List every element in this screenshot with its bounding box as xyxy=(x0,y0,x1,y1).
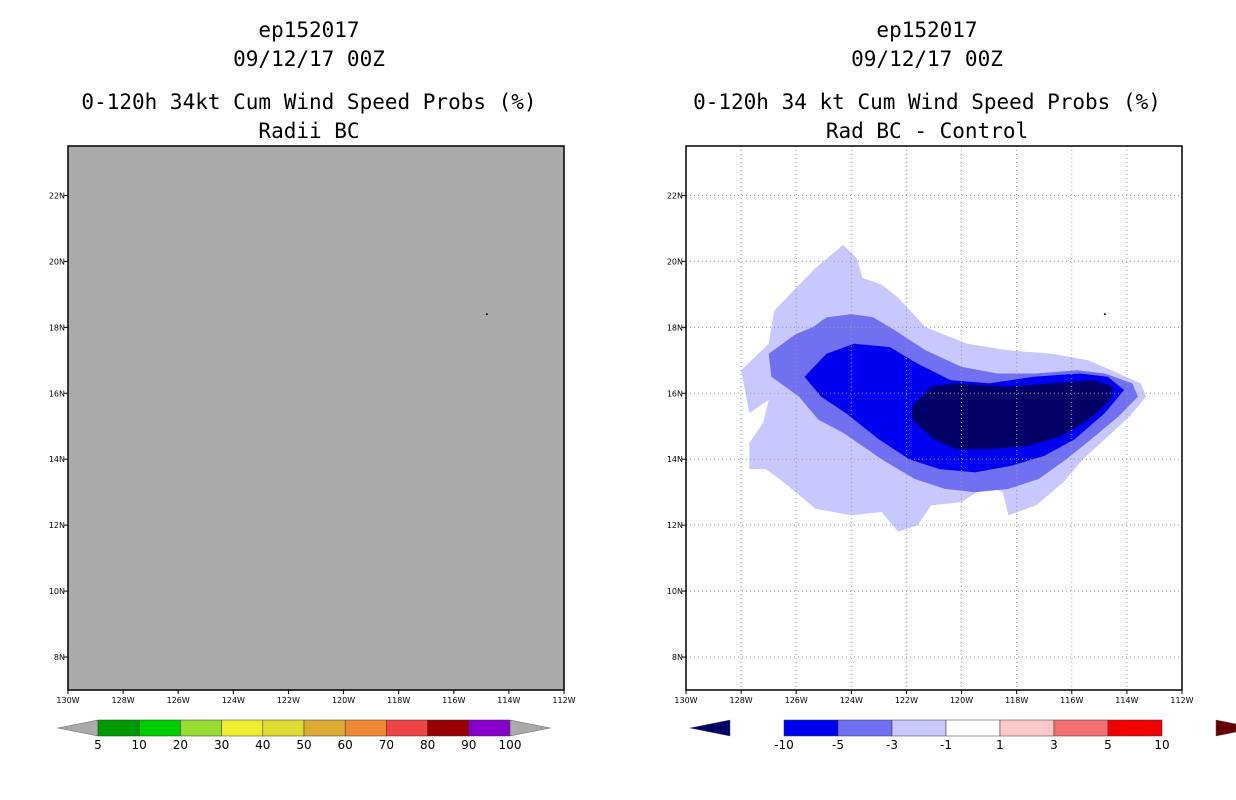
left-title-storm: ep152017 xyxy=(258,18,360,42)
left-island-marker xyxy=(485,313,488,316)
left-ytick-label: 18N xyxy=(49,323,65,332)
right-title-date: 09/12/17 00Z xyxy=(851,47,1003,71)
right-colorbar-label: 3 xyxy=(1050,738,1058,752)
right-colorbar-cell xyxy=(783,719,839,737)
left-colorbar-label: 30 xyxy=(214,738,229,752)
left-colorbar-cell xyxy=(180,719,222,737)
right-xtick-label: 124W xyxy=(840,696,863,705)
left-colorbar-label: 90 xyxy=(461,738,476,752)
right-colorbar-arrow-high xyxy=(1215,719,1236,737)
left-colorbar-label: 60 xyxy=(338,738,353,752)
left-colorbar-cell xyxy=(303,719,346,737)
right-xtick-label: 126W xyxy=(785,696,808,705)
left-xtick-label: 114W xyxy=(497,696,520,705)
left-xtick-label: 124W xyxy=(222,696,245,705)
right-xtick-label: 112W xyxy=(1170,696,1193,705)
right-colorbar-label: -5 xyxy=(832,738,844,752)
left-colorbar-cell xyxy=(97,719,140,737)
left-xtick-label: 112W xyxy=(552,696,575,705)
left-ytick-label: 20N xyxy=(49,257,65,266)
right-colorbar-label: -3 xyxy=(886,738,898,752)
left-colorbar-cell xyxy=(468,719,511,737)
left-map: 130W 128W 126W 124W 122W 120W 118W 116W 114W 112W… xyxy=(49,145,576,752)
right-colorbar-arrow-low xyxy=(689,719,731,737)
left-map-frame xyxy=(67,145,565,691)
right-ytick-label: 18N xyxy=(667,323,683,332)
left-panel: ep152017 09/12/17 00Z 0-120h 34kt Cum Wi… xyxy=(49,18,576,752)
left-colorbar-label: 100 xyxy=(499,738,522,752)
left-title-sub: Radii BC xyxy=(258,119,360,143)
right-xtick-label: 122W xyxy=(895,696,918,705)
left-colorbar-cell xyxy=(427,719,470,737)
right-ytick-label: 12N xyxy=(667,521,683,530)
left-colorbar-cell xyxy=(344,719,387,737)
left-xtick-label: 122W xyxy=(277,696,300,705)
left-colorbar-cell xyxy=(262,719,305,737)
left-colorbar-label: 80 xyxy=(420,738,435,752)
right-island-marker xyxy=(1103,313,1106,316)
right-colorbar-label: 5 xyxy=(1104,738,1112,752)
right-ytick-label: 20N xyxy=(667,257,683,266)
left-xtick-label: 130W xyxy=(56,696,79,705)
left-xtick-label: 128W xyxy=(112,696,135,705)
left-colorbar-arrow-low xyxy=(57,719,99,737)
left-map-fill xyxy=(68,146,564,690)
left-ytick-label: 14N xyxy=(49,455,65,464)
left-colorbar-label: 40 xyxy=(255,738,270,752)
right-colorbar-label: 10 xyxy=(1154,738,1169,752)
right-ytick-label: 14N xyxy=(667,455,683,464)
left-ytick-label: 8N xyxy=(54,653,65,662)
left-colorbar-label: 20 xyxy=(173,738,188,752)
right-colorbar-label: 1 xyxy=(996,738,1004,752)
right-colorbar-cell xyxy=(1053,719,1109,737)
right-title-product: 0-120h 34 kt Cum Wind Speed Probs (%) xyxy=(693,90,1161,114)
left-xtick-label: 116W xyxy=(442,696,465,705)
right-xtick-label: 114W xyxy=(1115,696,1138,705)
right-ytick-label: 22N xyxy=(667,191,683,200)
left-colorbar-label: 70 xyxy=(379,738,394,752)
right-ytick-label: 10N xyxy=(667,587,683,596)
right-map: 130W 128W 126W 124W 122W 120W 118W 116W 114W 112W… xyxy=(667,145,1236,752)
right-map-frame xyxy=(685,145,1183,691)
left-colorbar-arrow-high xyxy=(509,719,551,737)
right-panel: ep152017 09/12/17 00Z 0-120h 34 kt Cum W… xyxy=(618,0,1236,800)
left-title-product: 0-120h 34kt Cum Wind Speed Probs (%) xyxy=(81,90,537,114)
right-ytick-label: 8N xyxy=(672,653,683,662)
right-colorbar-label: -1 xyxy=(940,738,952,752)
right-xtick-label: 128W xyxy=(730,696,753,705)
right-contour-minus10 xyxy=(912,380,1114,450)
right-colorbar-cell xyxy=(837,719,893,737)
right-colorbar-cell xyxy=(945,719,1001,737)
left-ytick-label: 10N xyxy=(49,587,65,596)
left-xtick-label: 126W xyxy=(167,696,190,705)
right-colorbar-cell xyxy=(999,719,1055,737)
right-title-sub: Rad BC - Control xyxy=(825,119,1029,143)
right-ytick-label: 16N xyxy=(667,389,683,398)
left-colorbar-label: 5 xyxy=(94,738,102,752)
left-colorbar-cell xyxy=(221,719,264,737)
right-xtick-label: 130W xyxy=(674,696,697,705)
right-colorbar-label: -10 xyxy=(774,738,794,752)
right-xtick-label: 116W xyxy=(1060,696,1083,705)
right-xtick-label: 120W xyxy=(950,696,973,705)
right-colorbar-cell xyxy=(891,719,947,737)
right-colorbar-cell xyxy=(1107,719,1163,737)
left-ytick-label: 12N xyxy=(49,521,65,530)
left-ytick-label: 16N xyxy=(49,389,65,398)
right-xtick-label: 118W xyxy=(1005,696,1028,705)
left-ytick-label: 22N xyxy=(49,191,65,200)
left-colorbar-cell xyxy=(138,719,181,737)
left-colorbar-label: 10 xyxy=(132,738,147,752)
right-title-storm: ep152017 xyxy=(876,18,978,42)
left-colorbar-cell xyxy=(386,719,428,737)
left-xtick-label: 118W xyxy=(387,696,410,705)
left-colorbar-label: 50 xyxy=(296,738,311,752)
left-title-date: 09/12/17 00Z xyxy=(233,47,385,71)
left-xtick-label: 120W xyxy=(332,696,355,705)
